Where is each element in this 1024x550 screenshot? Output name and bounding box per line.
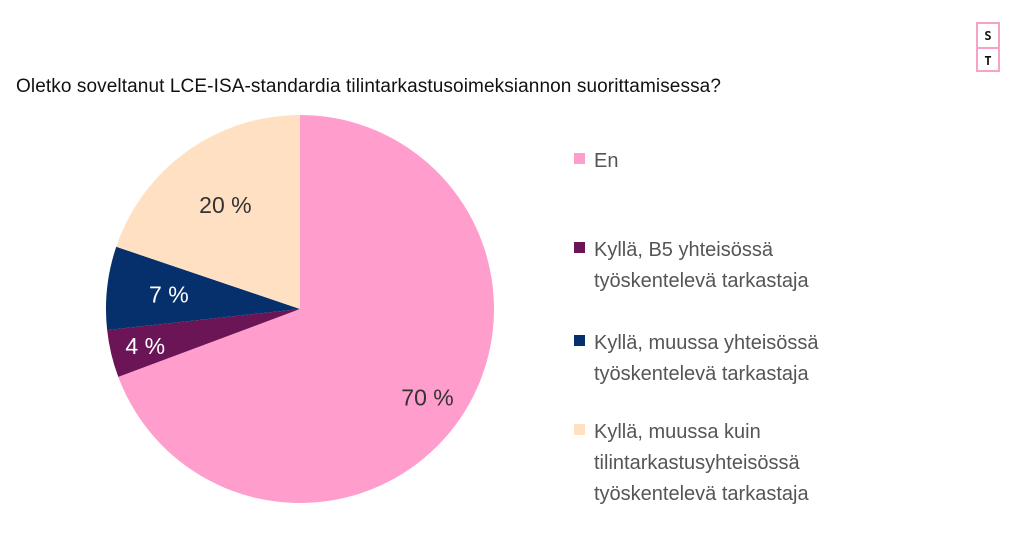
legend-item-2: Kyllä, B5 yhteisössä työskentelevä tarkas… <box>574 235 809 297</box>
legend-swatch-1 <box>574 153 585 164</box>
legend-swatch-4 <box>574 424 585 435</box>
pie-slice-4 <box>116 115 300 309</box>
pie-labels: 70 % 4 % 7 % 20 % <box>125 192 453 411</box>
slice-data-label-4: 20 % <box>199 192 251 218</box>
legend-label-4: Kyllä, muussa kuin tilintarkastusyhteisös… <box>594 421 809 505</box>
logo-letter-bottom: T <box>984 53 992 68</box>
slice-data-label-3: 7 % <box>149 282 189 308</box>
slice-data-label-2: 4 % <box>125 333 165 359</box>
legend-label-2: Kyllä, B5 yhteisössä työskentelevä tarkas… <box>594 239 809 292</box>
pie-slice-3 <box>106 246 300 331</box>
pie-slice-1 <box>118 115 494 504</box>
logo-letter-top: S <box>978 24 998 49</box>
legend-label-1: En <box>594 150 619 172</box>
slice-data-label-1: 70 % <box>401 384 453 410</box>
pie-slice-2 <box>107 309 300 377</box>
logo-st: S T <box>976 22 1000 72</box>
legend-item-4: Kyllä, muussa kuin tilintarkastusyhteisös… <box>574 417 809 510</box>
legend-item-3: Kyllä, muussa yhteisössä työskentelevä ta… <box>574 328 819 390</box>
legend-item-1: En <box>574 146 618 177</box>
pie-slices <box>106 115 494 504</box>
legend-swatch-2 <box>574 242 585 253</box>
legend-label-3: Kyllä, muussa yhteisössä työskentelevä ta… <box>594 332 819 385</box>
chart-title: Oletko soveltanut LCE-ISA-standardia til… <box>16 76 721 97</box>
legend-swatch-3 <box>574 335 585 346</box>
